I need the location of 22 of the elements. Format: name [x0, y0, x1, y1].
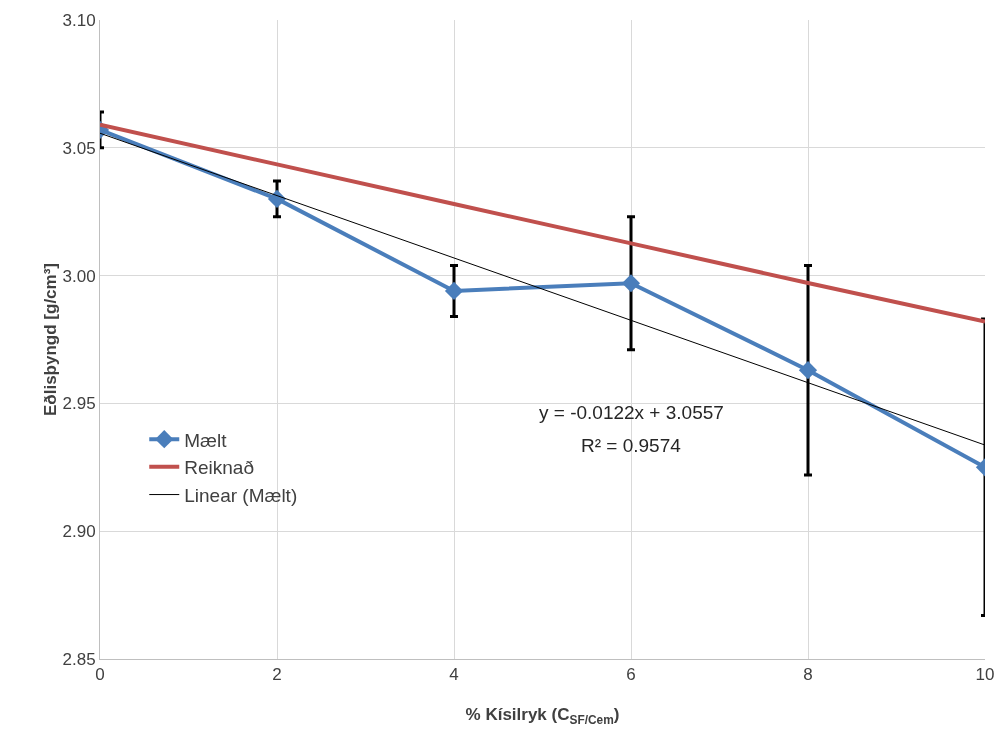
y-tick-label: 2.85 [62, 649, 96, 669]
y-tick-label: 3.10 [62, 10, 96, 30]
y-tick-label: 2.95 [62, 394, 96, 414]
y-tick-label: 2.90 [62, 522, 96, 542]
y-tick-label: 3.00 [62, 266, 96, 286]
point [444, 281, 464, 301]
x-tick-label: 4 [449, 665, 459, 685]
annotation: y = -0.0122x + 3.0557 [539, 402, 724, 423]
line-series [100, 122, 985, 324]
x-tick-label: 6 [626, 665, 636, 685]
x-tick-label: 2 [272, 665, 282, 685]
y-tick-label: 3.05 [62, 138, 96, 158]
legend-label: Linear (Mælt) [184, 484, 298, 506]
x-axis-title: % Kísilryk (C$_{SF/Cem}$) [465, 705, 620, 727]
point [621, 274, 641, 293]
y-axis-title: Eðlisþyngd [g/cm³] [41, 263, 60, 416]
x-tick-label: 0 [95, 665, 105, 685]
annotation: R² = 0.9574 [581, 435, 682, 456]
x-tick-label: 10 [975, 665, 995, 685]
x-tick-label: 8 [803, 665, 813, 685]
legend-label: Reiknað [184, 457, 254, 479]
legend-label: Mælt [184, 429, 228, 451]
